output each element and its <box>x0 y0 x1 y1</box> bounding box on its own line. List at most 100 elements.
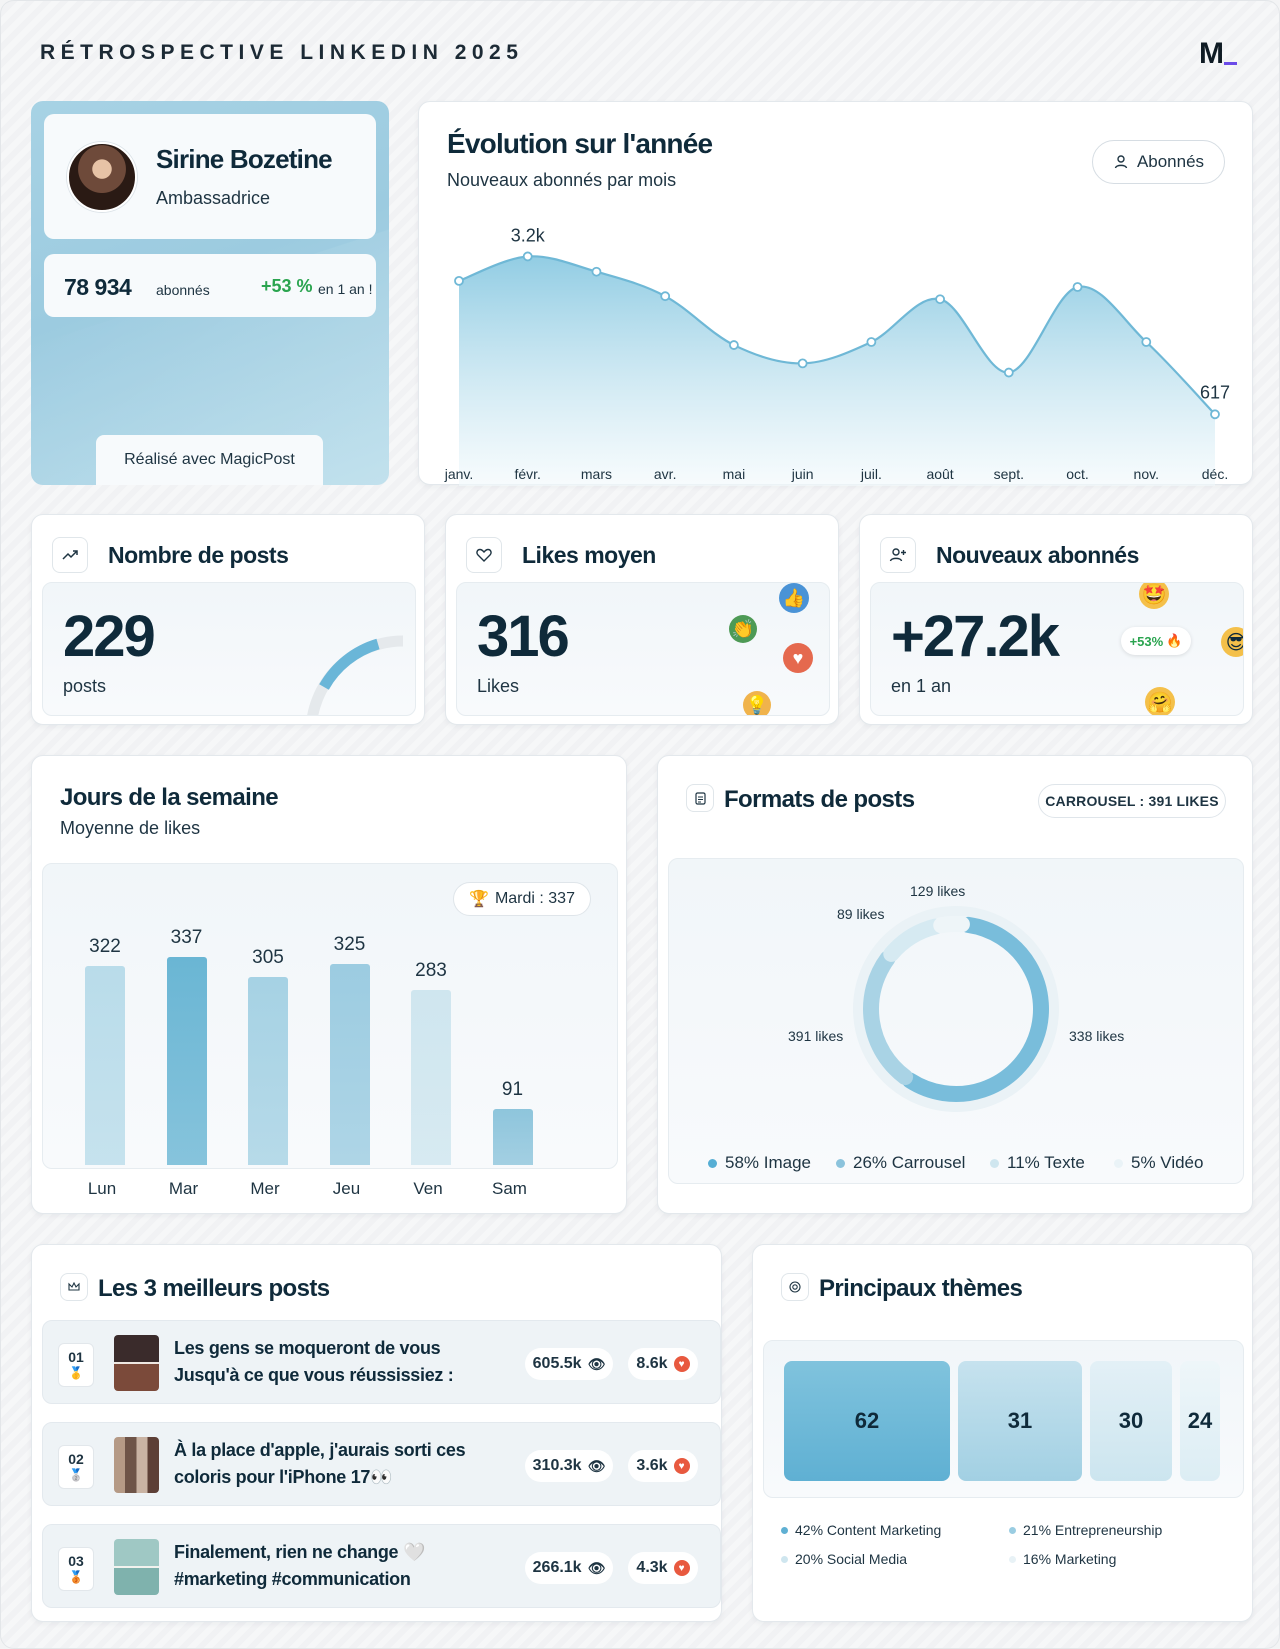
new-followers-unit: en 1 an <box>891 676 952 696</box>
fire-icon: 🔥 <box>1166 633 1183 648</box>
post-text: Finalement, rien ne change 🤍 #marketing … <box>174 1542 426 1589</box>
user-plus-icon <box>880 537 916 573</box>
love-reaction-icon: ♥ <box>783 643 813 673</box>
like-reaction-icon: 👍 <box>779 583 809 613</box>
follower-growth: +53 % <box>261 276 313 296</box>
average-likes-card: Likes moyen 316 Likes 👍 👏 ♥ 💡 <box>445 514 839 725</box>
crown-icon <box>60 1273 88 1301</box>
evolution-title: Évolution sur l'année <box>447 128 713 159</box>
post-views: 605.5k 👁 <box>525 1348 613 1380</box>
top-posts-title: Les 3 meilleurs posts <box>98 1275 330 1302</box>
weekday-bar-value: 322 <box>89 936 121 958</box>
evolution-month-label: juin <box>791 466 814 482</box>
weekday-bar-value: 283 <box>415 960 447 982</box>
posts-count-card: Nombre de posts 229 posts <box>31 514 425 725</box>
donut-segment-vidéo <box>933 916 970 934</box>
weekday-label: Lun <box>87 1179 117 1198</box>
heart-icon: ♥ <box>673 1560 690 1576</box>
profile-role: Ambassadrice <box>156 188 271 208</box>
evolution-month-label: janv. <box>444 466 474 482</box>
weekday-label: Ven <box>413 1179 443 1198</box>
eye-icon: 👁 <box>587 1457 606 1474</box>
posts-gauge <box>307 635 404 715</box>
theme-legend-marketing: 16% Marketing <box>1009 1551 1116 1567</box>
formats-title: Formats de posts <box>724 786 915 813</box>
evolution-month-label: avr. <box>654 466 677 482</box>
weekday-bar <box>329 964 370 1165</box>
bronze-medal-icon: 🥉 <box>68 1570 84 1584</box>
evolution-point <box>797 358 808 369</box>
theme-legend-content-marketing: 42% Content Marketing <box>781 1522 941 1538</box>
average-likes-panel: 316 Likes 👍 👏 ♥ 💡 <box>456 582 830 716</box>
target-icon <box>781 1273 809 1301</box>
themes-panel: 62 31 30 24 <box>763 1340 1244 1498</box>
themes-card: Principaux thèmes 62 31 30 24 42% Conten… <box>752 1244 1253 1622</box>
post-thumbnail <box>114 1437 159 1493</box>
theme-legend-entrepreneurship: 21% Entrepreneurship <box>1009 1522 1162 1538</box>
theme-legend-social-media: 20% Social Media <box>781 1551 907 1567</box>
post-rank: 03 🥉 <box>58 1547 94 1591</box>
text-likes-label: 89 likes <box>837 906 885 922</box>
carousel-likes-label: 391 likes <box>788 1028 844 1044</box>
formats-donut-chart <box>853 906 1059 1112</box>
silver-medal-icon: 🥈 <box>68 1468 84 1482</box>
evolution-month-label: août <box>926 466 953 482</box>
evolution-area <box>459 256 1215 486</box>
weekday-label: Jeu <box>332 1179 361 1198</box>
user-icon <box>1114 155 1128 169</box>
weekday-bar-value: 305 <box>252 946 284 968</box>
evolution-point <box>866 337 877 347</box>
top-post-row[interactable]: 01 🥇 Les gens se moqueront de vous Jusqu'… <box>42 1320 721 1404</box>
theme-box-entrepreneurship: 31 <box>958 1361 1082 1481</box>
made-with-magicpost-link[interactable]: Réalisé avec MagicPost <box>96 435 323 485</box>
evolution-month-label: mars <box>581 466 612 482</box>
heart-icon: ♥ <box>673 1458 690 1474</box>
weekdays-card: Jours de la semaine Moyenne de likes 🏆 Ma… <box>31 755 627 1214</box>
growth-badge: +53% 🔥 <box>1121 627 1191 655</box>
weekdays-subtitle: Moyenne de likes <box>60 818 201 838</box>
top-posts-card: Les 3 meilleurs posts 01 🥇 Les gens se mo… <box>31 1244 722 1622</box>
evolution-point <box>1072 282 1083 292</box>
trophy-icon: 🏆 <box>469 891 489 908</box>
gold-medal-icon: 🥇 <box>68 1366 84 1380</box>
theme-box-marketing: 24 <box>1180 1361 1220 1481</box>
post-rank: 01 🥇 <box>58 1343 94 1387</box>
evolution-point <box>522 251 533 262</box>
evolution-point <box>1141 337 1152 347</box>
follower-unit: abonnés <box>156 282 210 298</box>
posts-count-panel: 229 posts <box>42 582 416 716</box>
donut-segment-image <box>901 916 1049 1102</box>
weekday-bar <box>492 1108 533 1165</box>
follower-count: 78 934 <box>64 274 132 300</box>
theme-box-content-marketing: 62 <box>784 1361 950 1481</box>
donut-segment-texte <box>883 918 944 962</box>
profile-name: Sirine Bozetine <box>156 144 333 174</box>
evolution-point <box>591 266 602 277</box>
profile-header: Sirine Bozetine Ambassadrice <box>44 114 376 239</box>
weekday-label: Mer <box>250 1179 280 1198</box>
weekday-bar-value: 91 <box>501 1078 524 1100</box>
evolution-month-label: oct. <box>1066 466 1089 482</box>
post-views: 266.1k 👁 <box>525 1552 613 1584</box>
evolution-card: Évolution sur l'année Nouveaux abonnés p… <box>418 101 1253 486</box>
average-likes-title: Likes moyen <box>522 542 656 568</box>
eye-icon: 👁 <box>587 1559 606 1576</box>
post-rank: 02 🥈 <box>58 1445 94 1489</box>
weekday-bar-value: 337 <box>170 927 203 948</box>
post-likes: 8.6k ♥ <box>628 1348 698 1380</box>
new-followers-value: +27.2k <box>891 604 1060 669</box>
legend-video: 5% Vidéo <box>1114 1153 1203 1173</box>
top-post-row[interactable]: 03 🥉 Finalement, rien ne change 🤍 #market… <box>42 1524 721 1608</box>
top-post-row[interactable]: 02 🥈 À la place d'apple, j'aurais sorti c… <box>42 1422 721 1506</box>
average-likes-value: 316 <box>477 604 570 669</box>
post-thumbnail <box>114 1335 159 1391</box>
evolution-data-label: 3.2k <box>511 225 546 245</box>
average-likes-unit: Likes <box>477 676 520 696</box>
document-icon <box>686 784 714 812</box>
followers-filter-button[interactable]: Abonnés <box>1092 140 1225 184</box>
celebrate-reaction-icon: 👏 <box>729 615 757 643</box>
new-followers-panel: +27.2k en 1 an +53%🔥 🤩 😎 🤗 <box>870 582 1244 716</box>
evolution-data-label: 617 <box>1200 382 1230 402</box>
new-followers-title: Nouveaux abonnés <box>936 542 1139 568</box>
